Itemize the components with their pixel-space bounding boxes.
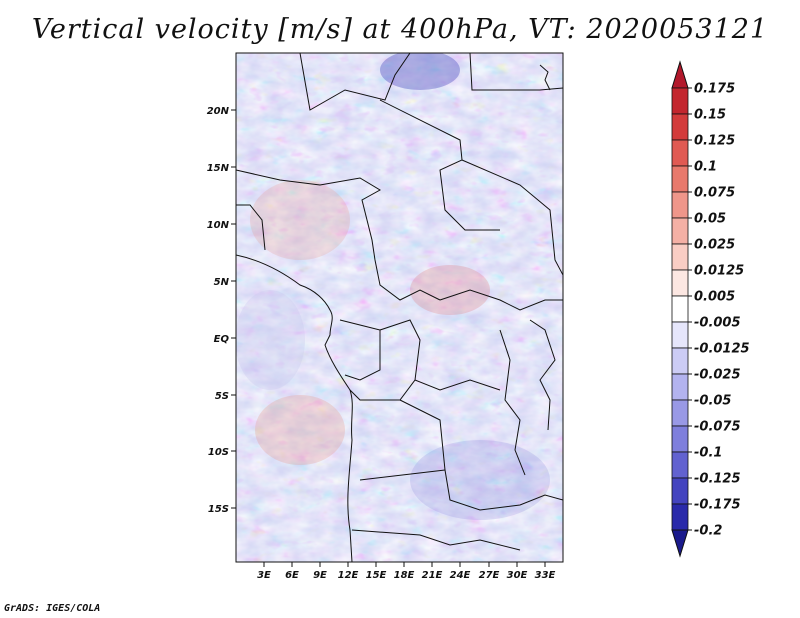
lon-label-9e: 9E	[313, 570, 327, 581]
colorbar-bin	[671, 373, 689, 401]
colorbar-label: 0.15	[694, 108, 726, 123]
colorbar-bin	[671, 477, 689, 505]
colorbar-label: 0.05	[694, 212, 726, 227]
colorbar-label: 0.075	[694, 186, 735, 201]
lon-label-18e: 18E	[394, 570, 415, 581]
lon-label-12e: 12E	[338, 570, 359, 581]
colorbar-label: 0.1	[694, 160, 717, 175]
lon-label-15e: 15E	[366, 570, 387, 581]
colorbar-bin	[671, 347, 689, 375]
lon-axis: 3E 6E 9E 12E 15E 18E 21E 24E 27E 30E 33E	[257, 562, 556, 581]
colorbar-label: -0.175	[694, 498, 741, 513]
colorbar-bin	[671, 451, 689, 479]
map-title: Vertical velocity [m/s] at 400hPa, VT: 2…	[31, 14, 769, 45]
lat-label-10n: 10N	[207, 220, 230, 231]
map-frame	[235, 52, 564, 563]
colorbar-arrow-bottom	[671, 529, 689, 558]
colorbar-label: 0.0125	[694, 264, 744, 279]
colorbar-label: 0.125	[694, 134, 735, 149]
lat-label-5s: 5S	[215, 391, 229, 402]
colorbar-label: -0.125	[694, 472, 741, 487]
colorbar-bin	[671, 139, 689, 167]
colorbar-bin	[671, 87, 689, 115]
colorbar-bin	[671, 191, 689, 219]
colorbar-bin	[671, 321, 689, 349]
colorbar-bin	[671, 295, 689, 323]
colorbar-label: -0.025	[694, 368, 741, 383]
colorbar-bin	[671, 165, 689, 193]
lat-label-15s: 15S	[208, 504, 229, 515]
colorbar-bin	[671, 217, 689, 245]
lon-label-27e: 27E	[479, 570, 500, 581]
credit-label: GrADS: IGES/COLA	[4, 603, 101, 614]
lat-label-10s: 10S	[208, 447, 229, 458]
lon-label-33e: 33E	[535, 570, 556, 581]
colorbar-bin	[671, 269, 689, 297]
colorbar-arrow-top	[671, 60, 689, 89]
lat-label-eq: EQ	[214, 334, 230, 345]
colorbar-label: -0.075	[694, 420, 741, 435]
colorbar-bin	[671, 425, 689, 453]
lon-label-21e: 21E	[422, 570, 443, 581]
colorbar-label: 0.025	[694, 238, 735, 253]
velocity-field	[236, 53, 563, 562]
colorbar-label: 0.005	[694, 290, 735, 305]
colorbar-label: -0.2	[694, 524, 722, 539]
colorbar-label: -0.0125	[694, 342, 750, 357]
colorbar-label: -0.1	[694, 446, 722, 461]
colorbar-label: -0.05	[694, 394, 731, 409]
lon-label-6e: 6E	[285, 570, 299, 581]
colorbar-bin	[671, 399, 689, 427]
colorbar: 0.175 0.15 0.125 0.1 0.075 0.05 0.025 0.0125 0.0…	[671, 60, 750, 558]
lat-axis: 20N 15N 10N 5N EQ 5S 10S 15S	[207, 106, 236, 515]
lat-label-15n: 15N	[207, 163, 230, 174]
lon-label-3e: 3E	[257, 570, 271, 581]
colorbar-label: 0.175	[694, 82, 735, 97]
colorbar-label: -0.005	[694, 316, 741, 331]
lat-label-20n: 20N	[207, 106, 230, 117]
lon-label-24e: 24E	[450, 570, 471, 581]
colorbar-bin	[671, 243, 689, 271]
colorbar-bin	[671, 113, 689, 141]
colorbar-bin	[671, 503, 689, 531]
lon-label-30e: 30E	[507, 570, 528, 581]
lat-label-5n: 5N	[214, 277, 230, 288]
